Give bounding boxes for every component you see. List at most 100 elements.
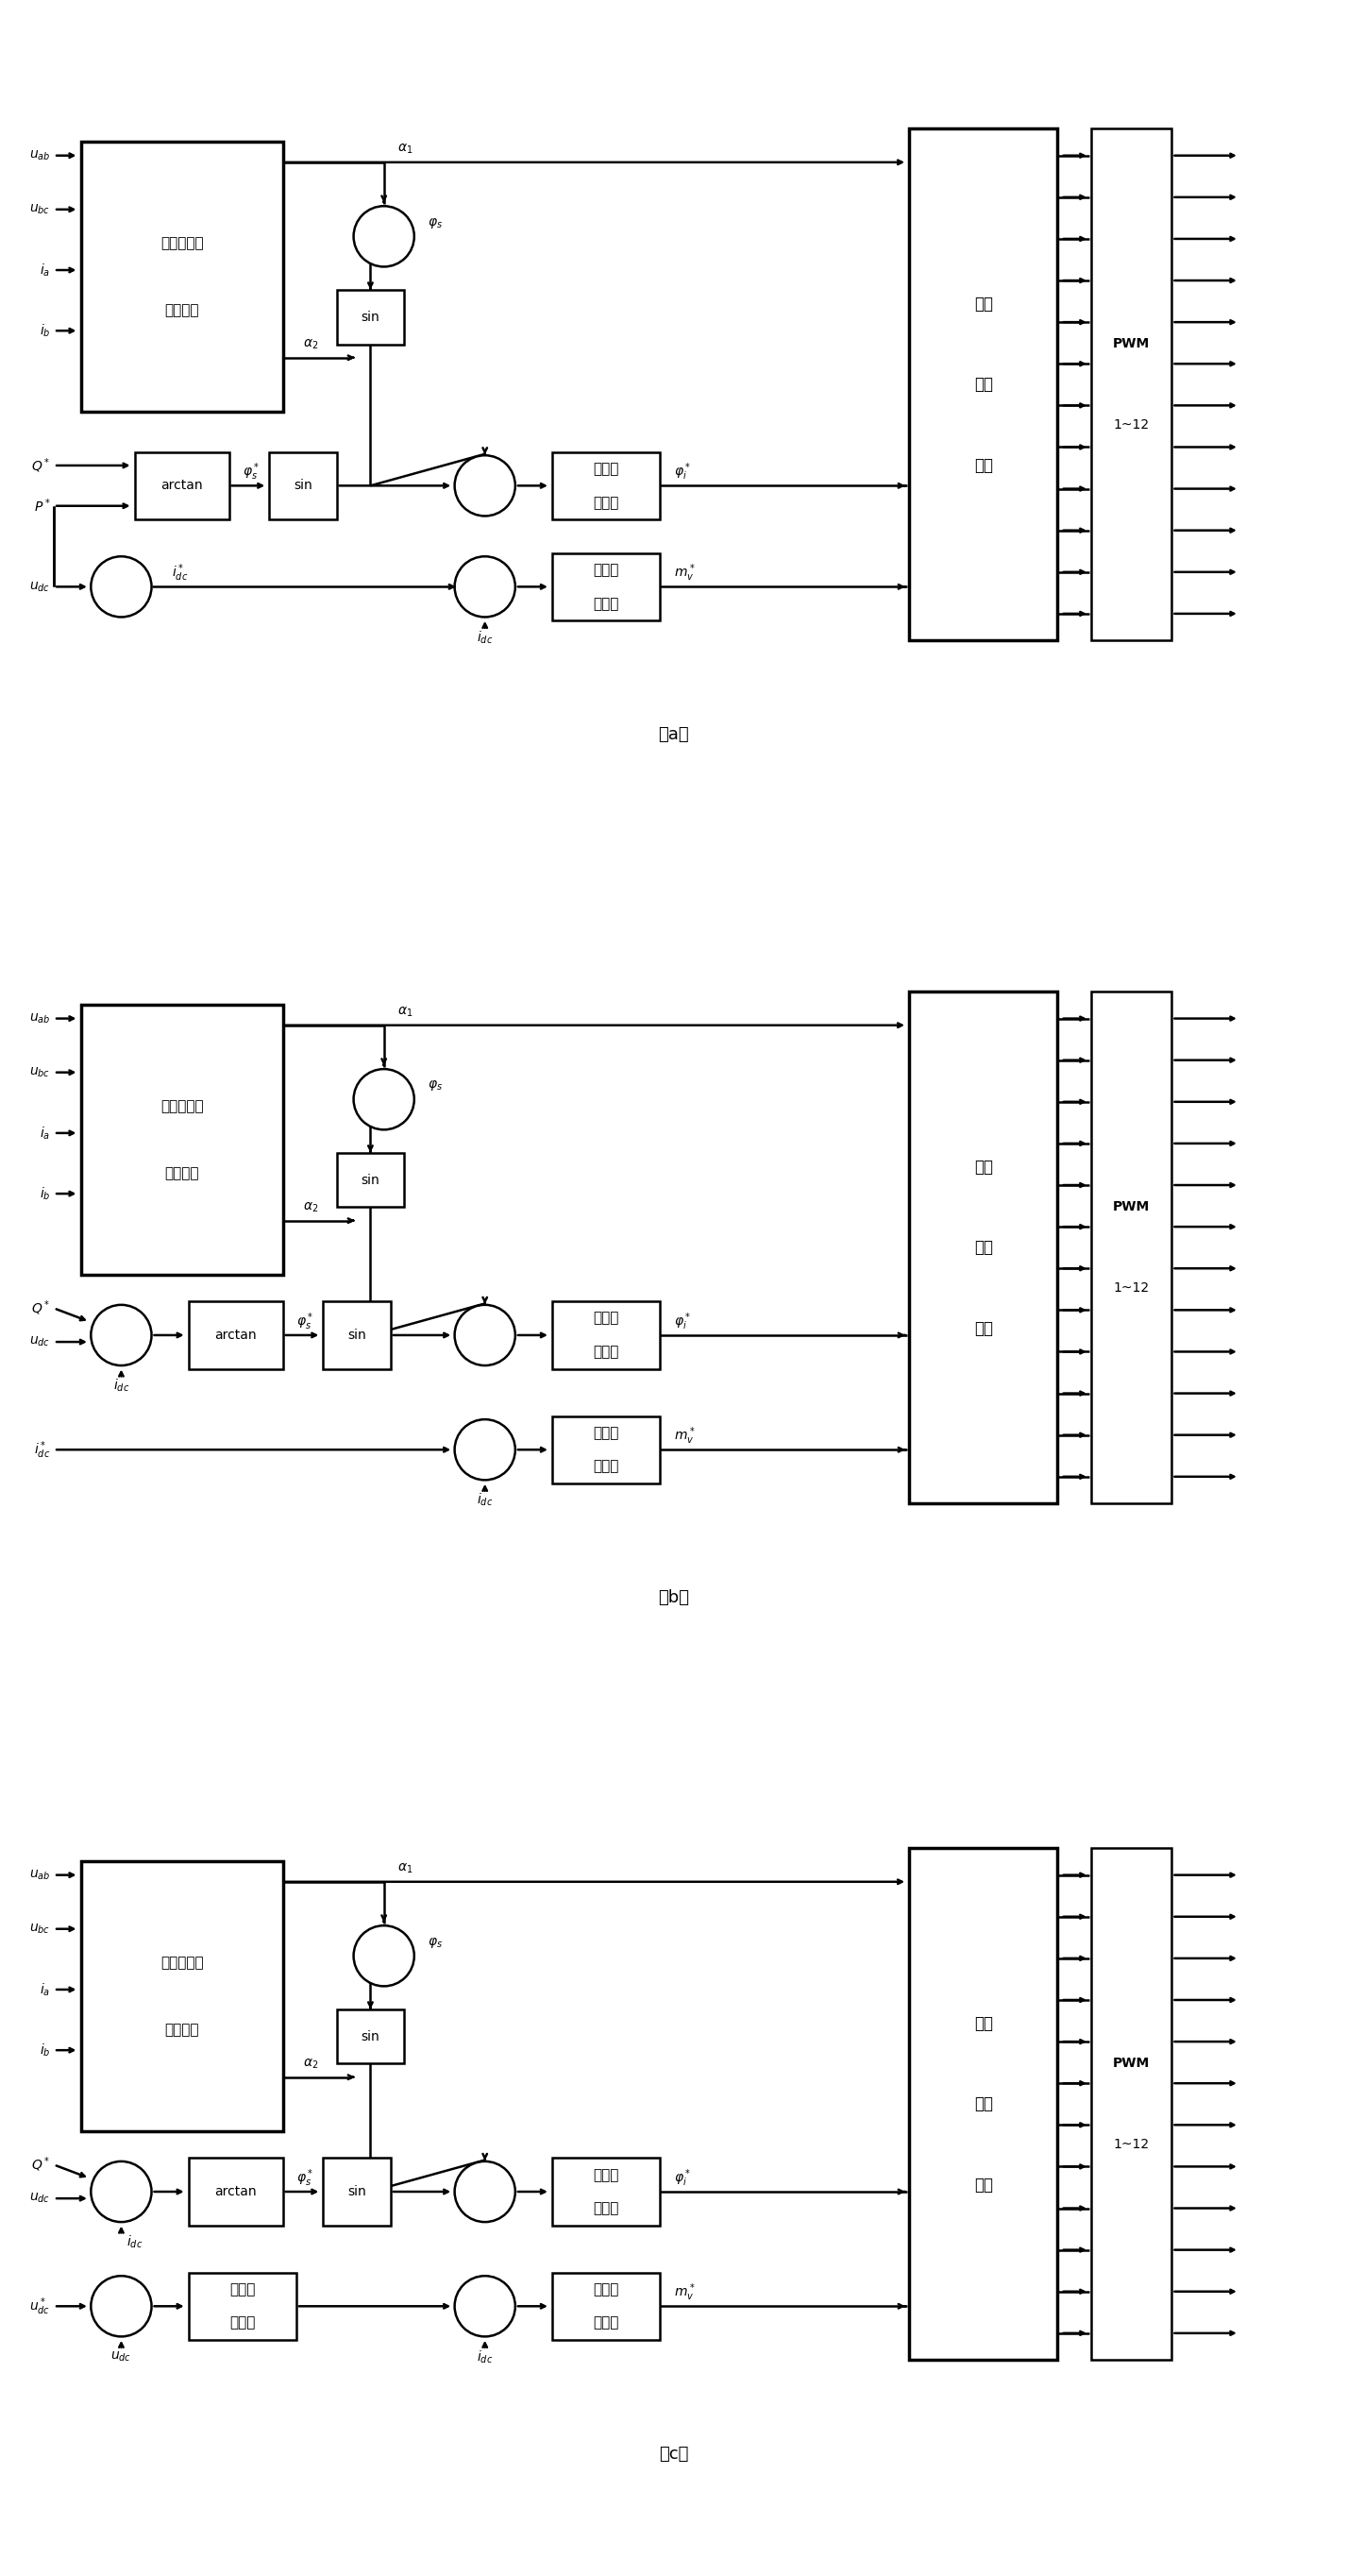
Text: $Q^*$: $Q^*$ xyxy=(31,2156,50,2174)
Circle shape xyxy=(454,556,515,618)
Text: $u_{ab}$: $u_{ab}$ xyxy=(30,1012,50,1025)
Text: +: + xyxy=(372,1940,383,1953)
Text: $i_{dc}^*$: $i_{dc}^*$ xyxy=(172,562,189,585)
Bar xyxy=(909,992,1057,1504)
Bar xyxy=(269,451,337,520)
Text: PWM: PWM xyxy=(1113,2058,1150,2071)
Text: $\varphi_i^*$: $\varphi_i^*$ xyxy=(674,2166,691,2190)
Text: 调制: 调制 xyxy=(974,456,993,474)
Text: +: + xyxy=(470,569,480,582)
Text: arctan: arctan xyxy=(214,1329,257,1342)
Text: 比例积: 比例积 xyxy=(593,562,620,577)
Text: PWM: PWM xyxy=(1113,1200,1150,1213)
Bar xyxy=(337,291,404,345)
Text: 电压、电流: 电压、电流 xyxy=(160,237,203,250)
Text: $\alpha_2$: $\alpha_2$ xyxy=(303,1200,318,1213)
Text: $u_{dc}$: $u_{dc}$ xyxy=(30,2192,50,2205)
Bar xyxy=(135,451,229,520)
Circle shape xyxy=(353,206,415,268)
Circle shape xyxy=(92,2277,152,2336)
Text: $u_{dc}$: $u_{dc}$ xyxy=(110,2349,132,2365)
Text: −: − xyxy=(482,1455,494,1471)
Circle shape xyxy=(454,2277,515,2336)
Bar xyxy=(323,1301,391,1368)
Text: $i_{dc}$: $i_{dc}$ xyxy=(113,1378,129,1394)
Circle shape xyxy=(454,456,515,515)
Text: 空间: 空间 xyxy=(974,296,993,312)
Text: $i_b$: $i_b$ xyxy=(39,2043,50,2058)
Bar xyxy=(552,2272,660,2339)
Circle shape xyxy=(92,1306,152,1365)
Text: $\varphi_s^*$: $\varphi_s^*$ xyxy=(242,461,260,482)
Text: （a）: （a） xyxy=(659,726,688,744)
Text: 调制: 调制 xyxy=(974,2177,993,2192)
Text: sin: sin xyxy=(294,479,313,492)
Text: 相位计算: 相位计算 xyxy=(164,304,199,317)
Text: $u_{ab}$: $u_{ab}$ xyxy=(30,149,50,162)
Text: $\alpha_2$: $\alpha_2$ xyxy=(303,337,318,350)
Text: 分调节: 分调节 xyxy=(593,2202,620,2215)
Text: $u_{dc}$: $u_{dc}$ xyxy=(30,1334,50,1350)
Text: $i_a$: $i_a$ xyxy=(40,263,50,278)
Text: +: + xyxy=(106,2290,116,2303)
Text: −: − xyxy=(482,592,494,608)
Text: $m_v^*$: $m_v^*$ xyxy=(674,562,695,585)
Bar xyxy=(552,451,660,520)
Text: $i_{dc}^*$: $i_{dc}^*$ xyxy=(34,1440,50,1461)
Text: −: − xyxy=(482,1342,494,1355)
Text: 空间: 空间 xyxy=(974,2014,993,2032)
Text: 分调节: 分调节 xyxy=(593,1461,620,1473)
Text: 相位计算: 相位计算 xyxy=(164,2022,199,2038)
Text: sin: sin xyxy=(348,2184,366,2197)
Text: $\alpha_1$: $\alpha_1$ xyxy=(397,142,412,155)
Circle shape xyxy=(353,1069,415,1131)
Text: +: + xyxy=(470,2177,480,2187)
Text: $i_{dc}$: $i_{dc}$ xyxy=(477,629,493,647)
Text: sin: sin xyxy=(348,1329,366,1342)
Bar xyxy=(552,1417,660,1484)
Text: 1~12: 1~12 xyxy=(1114,417,1149,433)
Text: $\varphi_s$: $\varphi_s$ xyxy=(427,1935,443,1950)
Text: $\varphi_s^*$: $\varphi_s^*$ xyxy=(296,1311,314,1332)
Text: 分调节: 分调节 xyxy=(593,495,620,510)
Text: 比例积: 比例积 xyxy=(593,2282,620,2295)
Text: $u_{bc}$: $u_{bc}$ xyxy=(30,1066,50,1079)
Text: sin: sin xyxy=(361,1175,380,1188)
Bar xyxy=(81,142,283,412)
Text: 矢量: 矢量 xyxy=(974,1239,993,1257)
Bar xyxy=(337,2009,404,2063)
Text: $i_a$: $i_a$ xyxy=(40,1126,50,1141)
Bar xyxy=(1091,129,1172,641)
Text: $P^*$: $P^*$ xyxy=(34,497,50,515)
Text: −: − xyxy=(482,2197,494,2213)
Text: +: + xyxy=(470,1432,480,1445)
Text: 分调节: 分调节 xyxy=(593,598,620,611)
Text: $m_v^*$: $m_v^*$ xyxy=(674,2282,695,2303)
Text: ×: × xyxy=(116,569,127,582)
Circle shape xyxy=(454,1306,515,1365)
Text: PWM: PWM xyxy=(1113,337,1150,350)
Text: 调制: 调制 xyxy=(974,1319,993,1337)
Text: 1~12: 1~12 xyxy=(1114,2138,1149,2151)
Bar xyxy=(1091,992,1172,1504)
Text: $u_{ab}$: $u_{ab}$ xyxy=(30,1868,50,1883)
Circle shape xyxy=(92,2161,152,2223)
Text: $\varphi_i^*$: $\varphi_i^*$ xyxy=(674,1311,691,1332)
Bar xyxy=(81,1005,283,1275)
Text: 矢量: 矢量 xyxy=(974,2097,993,2112)
Text: （c）: （c） xyxy=(659,2447,688,2463)
Text: 1~12: 1~12 xyxy=(1114,1280,1149,1296)
Text: 比例积: 比例积 xyxy=(593,1425,620,1440)
Text: ×: × xyxy=(116,2177,127,2192)
Text: +: + xyxy=(470,469,480,482)
Text: 矢量: 矢量 xyxy=(974,376,993,394)
Text: ÷: ÷ xyxy=(116,592,127,608)
Text: $\alpha_1$: $\alpha_1$ xyxy=(397,1005,412,1018)
Bar xyxy=(323,2159,391,2226)
Text: （b）: （b） xyxy=(657,1589,690,1607)
Bar xyxy=(81,1862,283,2130)
Bar xyxy=(552,1301,660,1368)
Text: +: + xyxy=(372,1082,383,1095)
Text: 电压、电流: 电压、电流 xyxy=(160,1955,203,1971)
Text: $i_{dc}$: $i_{dc}$ xyxy=(477,2349,493,2365)
